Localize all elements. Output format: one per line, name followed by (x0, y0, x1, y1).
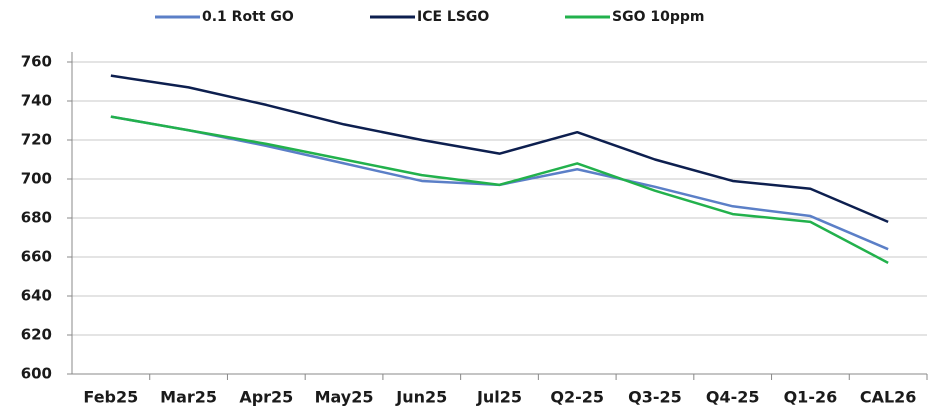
x-tick-label: CAL26 (860, 388, 917, 407)
x-tick-label: Q1-26 (784, 388, 838, 407)
legend-label: 0.1 Rott GO (202, 9, 294, 25)
y-tick-label: 620 (21, 326, 52, 344)
series-line (110, 115, 889, 264)
y-tick-label: 640 (21, 287, 52, 305)
legend-label: ICE LSGO (417, 9, 489, 25)
x-tick-label: May25 (315, 388, 374, 407)
x-tick-label: Q3-25 (628, 388, 682, 407)
y-tick-label: 680 (21, 209, 52, 227)
x-tick-label: Feb25 (83, 388, 138, 407)
series-line (110, 74, 889, 224)
x-tick-label: Apr25 (239, 388, 293, 407)
y-tick-label: 600 (21, 365, 52, 383)
x-tick-label: Mar25 (160, 388, 217, 407)
x-tick-label: Jul25 (476, 388, 522, 407)
y-tick-label: 700 (21, 170, 52, 188)
y-tick-label: 720 (21, 131, 52, 149)
legend-label: SGO 10ppm (612, 9, 704, 25)
y-tick-label: 660 (21, 248, 52, 266)
x-tick-label: Jun25 (395, 388, 447, 407)
x-tick-label: Q4-25 (706, 388, 760, 407)
y-tick-label: 760 (21, 53, 52, 71)
y-tick-label: 740 (21, 92, 52, 110)
x-tick-label: Q2-25 (550, 388, 604, 407)
